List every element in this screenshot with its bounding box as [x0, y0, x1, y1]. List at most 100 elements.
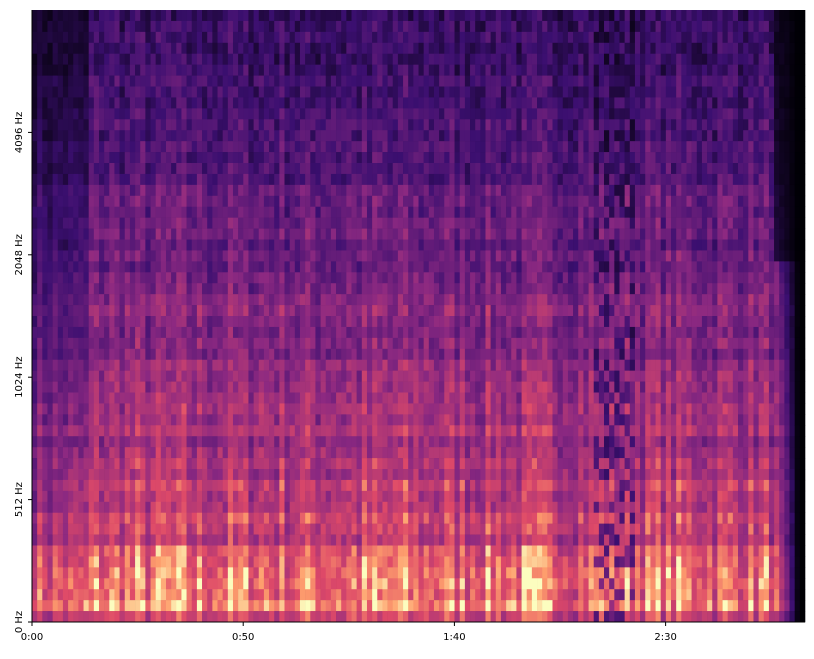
texture-cell [88, 370, 95, 382]
texture-cell [475, 381, 481, 393]
texture-cell [171, 600, 177, 612]
texture-cell [361, 184, 368, 197]
texture-cell [403, 130, 409, 142]
texture-cell [62, 359, 69, 371]
texture-cell [325, 567, 332, 579]
texture-cell [191, 337, 198, 350]
texture-cell [253, 381, 260, 393]
texture-cell [253, 272, 260, 284]
texture-cell [160, 381, 167, 393]
texture-cell [294, 152, 301, 164]
texture-cell [310, 479, 316, 492]
texture-cell [104, 163, 110, 175]
texture-cell [377, 152, 383, 164]
texture-cell [330, 294, 337, 306]
texture-cell [346, 119, 352, 131]
texture-cell [135, 316, 141, 328]
texture-cell [165, 436, 172, 448]
texture-cell [124, 31, 131, 44]
texture-cell [289, 534, 296, 546]
texture-cell [83, 130, 89, 142]
texture-cell [387, 545, 394, 557]
texture-cell [155, 294, 162, 306]
texture-cell [294, 272, 301, 284]
texture-cell [135, 578, 141, 590]
texture-cell [140, 31, 146, 44]
texture-cell [413, 490, 419, 503]
texture-cell [315, 348, 321, 361]
texture-cell [129, 600, 136, 612]
texture-cell [428, 567, 435, 579]
texture-cell [475, 130, 481, 142]
texture-cell [263, 370, 270, 382]
texture-cell [150, 250, 156, 262]
texture-cell [42, 469, 48, 481]
texture-cell [165, 217, 172, 229]
texture-cell [284, 217, 290, 229]
texture-cell [248, 86, 254, 98]
texture-cell [325, 534, 332, 546]
texture-cell [129, 578, 136, 590]
texture-cell [361, 381, 368, 393]
texture-cell [186, 370, 193, 382]
texture-cell [289, 163, 296, 175]
texture-cell [269, 42, 275, 55]
texture-cell [418, 556, 424, 568]
texture-cell [336, 20, 342, 33]
texture-cell [227, 458, 234, 470]
texture-cell [83, 447, 89, 459]
texture-cell [124, 184, 131, 197]
texture-cell [444, 556, 450, 568]
texture-cell [459, 567, 466, 579]
texture-cell [361, 512, 368, 524]
texture-cell [171, 108, 177, 120]
texture-cell [397, 217, 404, 229]
texture-cell [294, 163, 301, 175]
texture-cell [263, 75, 270, 87]
texture-cell [119, 173, 126, 186]
texture-cell [392, 359, 399, 371]
texture-cell [68, 458, 74, 470]
texture-cell [475, 523, 481, 535]
texture-cell [408, 403, 414, 415]
texture-cell [109, 381, 115, 393]
texture-cell [459, 458, 466, 470]
texture-cell [361, 42, 368, 55]
texture-cell [310, 294, 316, 306]
texture-cell [289, 195, 296, 208]
texture-cell [459, 173, 466, 186]
texture-cell [207, 381, 213, 393]
texture-cell [392, 305, 399, 317]
texture-cell [258, 501, 265, 514]
texture-cell [403, 250, 409, 262]
texture-cell [279, 469, 285, 481]
texture-cell [135, 392, 141, 404]
texture-cell [346, 250, 352, 262]
texture-cell [305, 239, 311, 251]
texture-cell [366, 272, 373, 284]
texture-cell [232, 42, 239, 55]
texture-cell [202, 217, 208, 229]
texture-cell [52, 490, 59, 503]
texture-cell [454, 469, 461, 481]
texture-cell [62, 31, 69, 44]
texture-cell [336, 97, 342, 109]
texture-cell [475, 414, 481, 426]
texture-cell [98, 152, 105, 164]
texture-cell [475, 479, 481, 492]
texture-cell [418, 436, 424, 448]
texture-cell [129, 316, 136, 328]
texture-cell [294, 64, 301, 76]
texture-cell [310, 272, 316, 284]
texture-cell [325, 611, 332, 623]
texture-cell [408, 578, 414, 590]
texture-cell [42, 86, 48, 98]
texture-cell [485, 42, 491, 55]
texture-cell [470, 141, 476, 153]
texture-cell [382, 381, 388, 393]
texture-cell [320, 556, 327, 568]
texture-cell [37, 86, 43, 98]
texture-cell [104, 31, 110, 44]
texture-cell [238, 589, 244, 601]
texture-cell [279, 447, 285, 459]
